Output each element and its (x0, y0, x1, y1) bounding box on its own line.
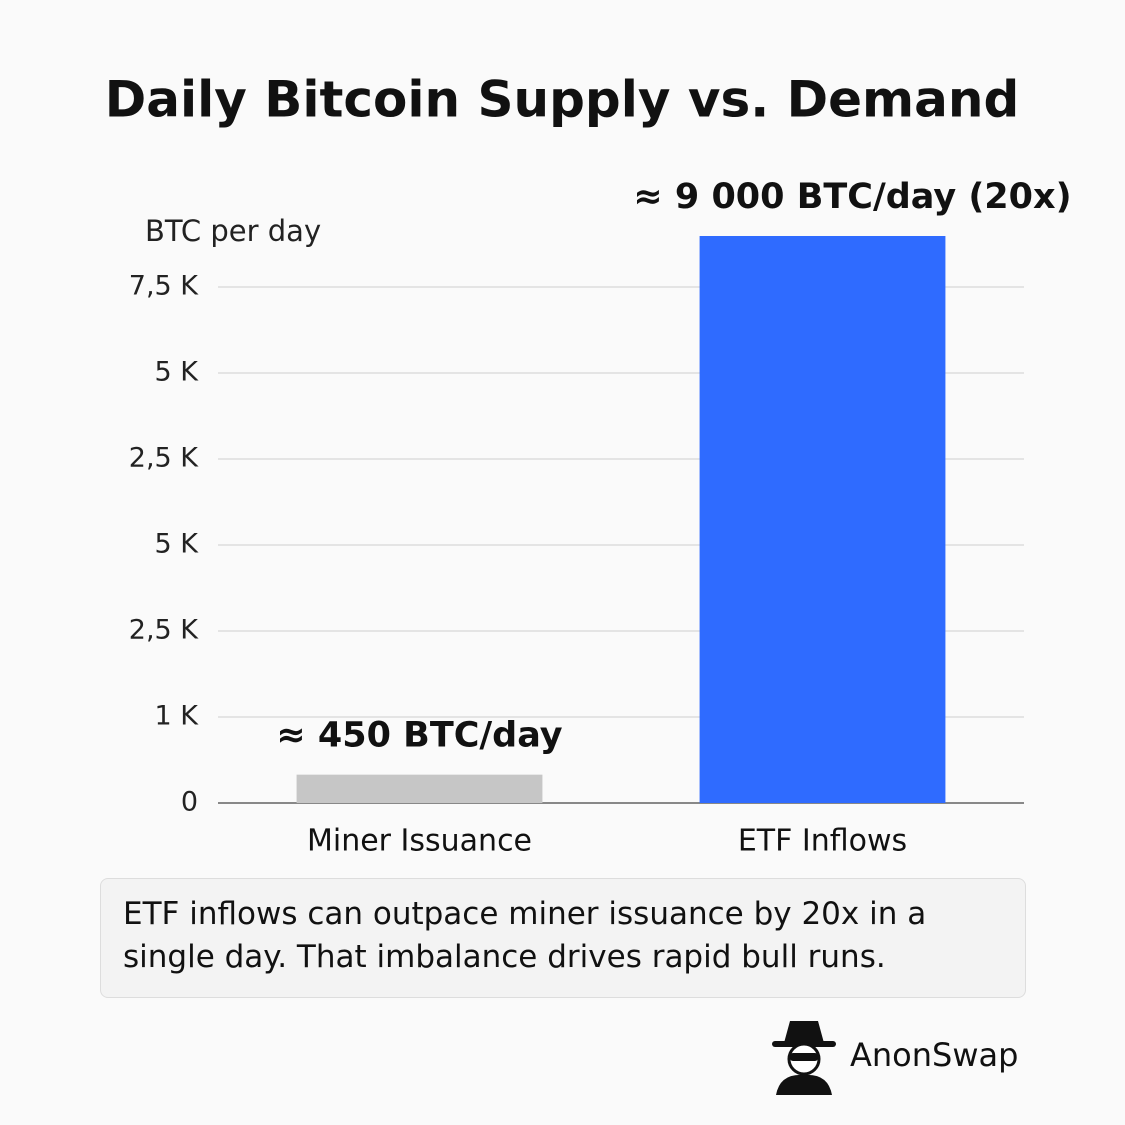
y-axis-label: BTC per day (145, 214, 321, 248)
y-tick-label: 2,5 K (129, 443, 200, 474)
y-tick-label: 5 K (155, 529, 200, 560)
brand: AnonSwap (770, 1015, 1018, 1095)
bar (296, 774, 543, 803)
y-tick-label: 1 K (155, 701, 200, 732)
chart-title: Daily Bitcoin Supply vs. Demand (105, 71, 1020, 129)
y-tick-label: 0 (181, 787, 198, 818)
bar (699, 236, 946, 803)
y-tick-label: 7,5 K (129, 271, 200, 302)
x-tick-label: ETF Inflows (738, 824, 907, 859)
x-tick-label: Miner Issuance (307, 824, 532, 859)
note: ETF inflows can outpace miner issuance b… (100, 878, 1026, 998)
logo (772, 1021, 836, 1095)
brand-name: AnonSwap (850, 1036, 1019, 1074)
y-tick-label: 2,5 K (129, 615, 200, 646)
data-label: ≈ 450 BTC/day (276, 716, 562, 756)
y-tick-label: 5 K (155, 357, 200, 388)
data-label: ≈ 9 000 BTC/day (20x) (633, 177, 1071, 217)
chart: Daily Bitcoin Supply vs. Demand BTC per … (105, 71, 1072, 859)
